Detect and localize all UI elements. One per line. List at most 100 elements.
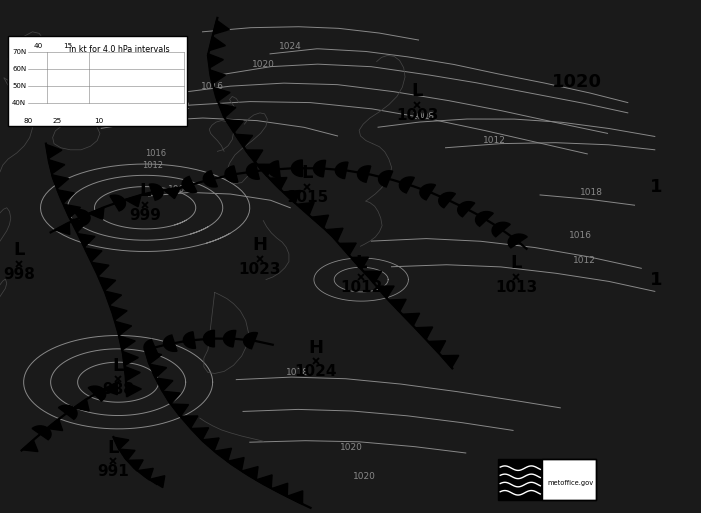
- Polygon shape: [226, 120, 243, 132]
- Polygon shape: [70, 219, 88, 232]
- Bar: [498, 459, 596, 500]
- Text: 991: 991: [97, 464, 129, 480]
- Text: 1024: 1024: [294, 364, 337, 380]
- Text: 15: 15: [64, 43, 73, 49]
- Polygon shape: [111, 306, 127, 320]
- Text: 1020: 1020: [353, 471, 376, 481]
- Polygon shape: [268, 161, 280, 177]
- Polygon shape: [475, 211, 494, 226]
- Text: 1012: 1012: [483, 135, 505, 145]
- Text: 80: 80: [24, 117, 33, 124]
- Polygon shape: [402, 313, 420, 326]
- Polygon shape: [420, 184, 435, 200]
- Text: L: L: [108, 439, 119, 457]
- Polygon shape: [508, 234, 527, 248]
- Text: metoffice.gov: metoffice.gov: [547, 480, 593, 486]
- Text: 1: 1: [650, 178, 662, 196]
- Text: 1: 1: [650, 270, 662, 289]
- Polygon shape: [241, 467, 258, 480]
- Text: 1012: 1012: [340, 280, 382, 295]
- Polygon shape: [64, 204, 81, 218]
- Text: 1018: 1018: [580, 188, 603, 197]
- Text: 1018: 1018: [285, 368, 308, 378]
- Polygon shape: [492, 222, 510, 237]
- Polygon shape: [149, 184, 163, 200]
- Text: 1012: 1012: [168, 102, 191, 111]
- Polygon shape: [415, 327, 433, 340]
- Text: 40: 40: [33, 43, 43, 49]
- Polygon shape: [210, 70, 226, 84]
- Polygon shape: [245, 150, 263, 162]
- Polygon shape: [46, 144, 62, 159]
- Text: 1015: 1015: [286, 190, 328, 205]
- Polygon shape: [156, 378, 173, 391]
- Polygon shape: [256, 475, 272, 488]
- Polygon shape: [224, 330, 236, 347]
- Polygon shape: [439, 192, 456, 208]
- Polygon shape: [203, 330, 215, 347]
- Polygon shape: [163, 335, 177, 351]
- Polygon shape: [364, 271, 381, 283]
- Polygon shape: [119, 336, 135, 350]
- Polygon shape: [32, 426, 51, 440]
- Polygon shape: [184, 332, 196, 348]
- Text: 1016: 1016: [569, 231, 592, 241]
- Text: 1024: 1024: [279, 42, 301, 51]
- Polygon shape: [104, 291, 121, 305]
- Polygon shape: [292, 160, 302, 176]
- Text: H: H: [252, 236, 267, 254]
- Polygon shape: [213, 21, 229, 34]
- Text: 1020: 1020: [339, 443, 362, 452]
- Text: in kt for 4.0 hPa intervals: in kt for 4.0 hPa intervals: [69, 45, 170, 54]
- Text: 988: 988: [102, 382, 134, 398]
- Polygon shape: [144, 340, 158, 356]
- Polygon shape: [311, 215, 329, 228]
- Text: 10: 10: [95, 117, 104, 124]
- Polygon shape: [55, 223, 70, 234]
- Polygon shape: [227, 458, 244, 471]
- Polygon shape: [89, 207, 104, 220]
- Polygon shape: [99, 277, 116, 291]
- Text: 1012: 1012: [573, 256, 596, 265]
- Polygon shape: [335, 162, 348, 179]
- Polygon shape: [379, 171, 393, 187]
- Polygon shape: [215, 448, 231, 461]
- Polygon shape: [57, 190, 74, 203]
- Text: 60N: 60N: [12, 66, 27, 72]
- Polygon shape: [287, 491, 303, 504]
- Polygon shape: [150, 476, 165, 488]
- Polygon shape: [313, 161, 325, 177]
- Polygon shape: [103, 383, 117, 394]
- Text: 1020: 1020: [252, 60, 275, 69]
- Bar: [8, 36, 187, 126]
- Polygon shape: [52, 175, 69, 189]
- Text: 1004: 1004: [168, 185, 191, 194]
- Polygon shape: [358, 166, 371, 182]
- Polygon shape: [428, 341, 446, 353]
- Text: 999: 999: [129, 208, 161, 223]
- Text: 1012: 1012: [142, 161, 163, 170]
- Polygon shape: [164, 187, 180, 199]
- Polygon shape: [47, 419, 62, 430]
- Polygon shape: [110, 195, 125, 211]
- Polygon shape: [22, 440, 38, 451]
- Text: L: L: [411, 82, 423, 101]
- Polygon shape: [163, 391, 180, 404]
- Polygon shape: [388, 299, 406, 312]
- Text: 1023: 1023: [238, 262, 281, 277]
- Text: 1013: 1013: [496, 280, 538, 295]
- Polygon shape: [149, 364, 167, 378]
- Text: L: L: [13, 241, 25, 260]
- Text: 70N: 70N: [12, 49, 27, 55]
- Text: H: H: [308, 339, 323, 357]
- Polygon shape: [74, 399, 89, 411]
- Polygon shape: [283, 190, 301, 203]
- Text: 1020: 1020: [552, 73, 602, 91]
- Text: 25: 25: [52, 117, 61, 124]
- Polygon shape: [115, 321, 132, 336]
- Polygon shape: [243, 332, 257, 349]
- Text: 1003: 1003: [396, 108, 438, 123]
- Polygon shape: [209, 36, 226, 51]
- Polygon shape: [126, 382, 142, 397]
- Polygon shape: [269, 177, 287, 190]
